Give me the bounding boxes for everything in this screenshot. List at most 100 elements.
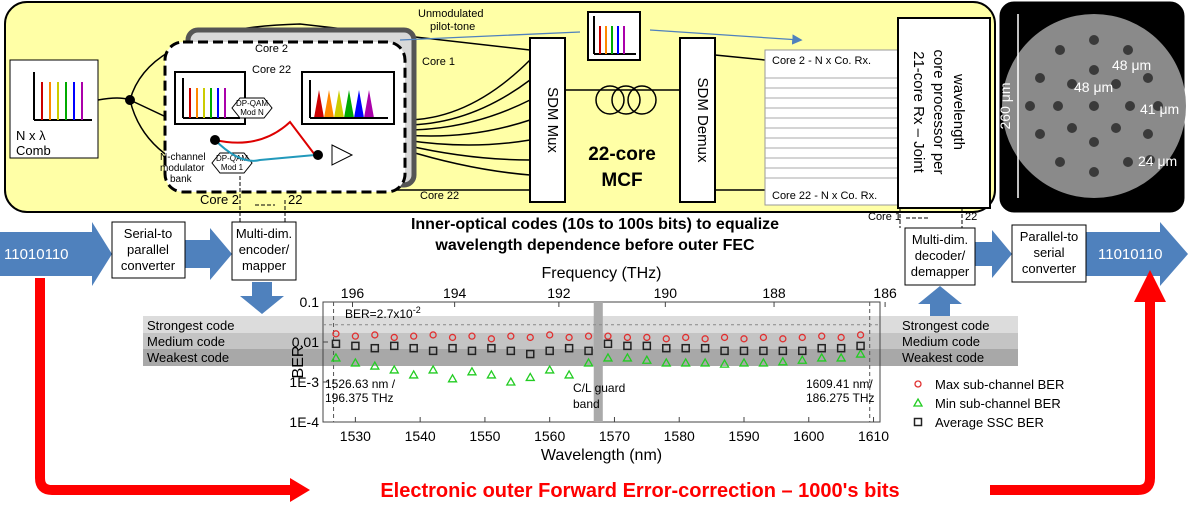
code-band-weak <box>143 349 1018 366</box>
x-tick-label: 1600 <box>793 428 824 444</box>
demux-label: SDM Demux <box>694 77 711 163</box>
edge-label: 1609.41 nm/ <box>806 377 873 391</box>
modulator-label: DP-QAM <box>236 99 268 108</box>
point <box>565 371 573 378</box>
point <box>526 373 534 380</box>
fiber-label: 24 μm <box>1138 153 1177 169</box>
mux-label: SDM Mux <box>544 87 561 153</box>
parallel-label: Parallel-to <box>1020 229 1079 244</box>
coupler <box>210 135 220 145</box>
modbank-label: modulator <box>160 163 205 174</box>
x-tick-label: 1550 <box>469 428 500 444</box>
core-label: 22 <box>965 211 977 223</box>
x-tick-label: 1570 <box>599 428 630 444</box>
guard-label: band <box>573 397 600 411</box>
core-label: Core 2 <box>255 43 288 55</box>
x-tick-label: 1610 <box>858 428 889 444</box>
comb-label: Comb <box>16 143 51 158</box>
x2-tick-label: 188 <box>762 285 786 301</box>
code-label: Medium code <box>902 334 980 349</box>
core-label: Core 22 <box>252 64 291 76</box>
point <box>390 366 398 373</box>
threshold-text: BER=2.7x10 <box>345 307 413 321</box>
x-tick-label: 1530 <box>340 428 371 444</box>
coupler <box>313 150 323 160</box>
legend-label: Min sub-channel BER <box>935 396 1061 411</box>
code-label: Weakest code <box>902 350 984 365</box>
modbank-label: bank <box>170 174 193 185</box>
serial-label: Serial-to <box>124 226 172 241</box>
inner-code-text: wavelength dependence before outer FEC <box>434 237 755 254</box>
point <box>546 366 554 373</box>
mcf-label: MCF <box>601 170 642 191</box>
x2-axis-label: Frequency (THz) <box>541 265 661 282</box>
code-label: Medium code <box>147 334 225 349</box>
legend-label: Max sub-channel BER <box>935 377 1064 392</box>
core-label: Core 22 <box>420 190 459 202</box>
core-label: Core 1 <box>868 211 901 223</box>
modulator-label: Mod N <box>240 108 264 117</box>
core-label: Core 2 <box>200 192 239 207</box>
decoder-label: decoder/ <box>915 248 966 263</box>
x2-tick-label: 192 <box>547 285 571 301</box>
receiver-label: Core 2 - N x Co. Rx. <box>772 55 871 67</box>
encoder-label: Multi-dim. <box>236 226 292 241</box>
fec-arrowhead <box>290 478 310 502</box>
edge-label: 1526.63 nm / <box>325 377 396 391</box>
x2-tick-label: 190 <box>654 285 678 301</box>
point <box>914 399 922 406</box>
y-tick-label: 0.1 <box>300 294 320 310</box>
core-label: 22 <box>288 192 302 207</box>
encoder-label: mapper <box>242 258 287 273</box>
code-band-medium <box>143 333 1018 349</box>
point <box>429 366 437 373</box>
x2-tick-label: 186 <box>873 285 897 301</box>
bit-string: 11010110 <box>1098 246 1163 263</box>
receiver-label: Core 22 - N x Co. Rx. <box>772 190 877 202</box>
x-tick-label: 1590 <box>728 428 759 444</box>
point <box>468 368 476 375</box>
core-label: Core 1 <box>422 56 455 68</box>
legend-label: Average SSC BER <box>935 415 1044 430</box>
code-label: Strongest code <box>147 318 234 333</box>
fiber-label: 260 μm <box>997 83 1013 130</box>
fiber-label: 48 μm <box>1074 79 1113 95</box>
x-axis-label: Wavelength (nm) <box>541 447 662 464</box>
threshold-exponent: -2 <box>413 305 421 315</box>
bit-string: 11010110 <box>4 246 69 263</box>
point <box>915 381 921 387</box>
splitter <box>125 95 135 105</box>
serial-label: converter <box>121 258 176 273</box>
page: 260 μm 48 μm 48 μm 41 μm 24 μm N x λ Com… <box>0 0 1188 504</box>
fiber-label: 48 μm <box>1112 57 1151 73</box>
code-band-strong <box>143 316 1018 333</box>
processor-label: core processor per <box>930 49 947 174</box>
decoder-label: Multi-dim. <box>912 232 968 247</box>
code-label: Weakest code <box>147 350 229 365</box>
decoder-label: demapper <box>911 264 970 279</box>
x-tick-label: 1540 <box>405 428 436 444</box>
x2-tick-label: 194 <box>443 285 467 301</box>
modulator-label: Mod 1 <box>221 163 244 172</box>
outer-fec-text: Electronic outer Forward Error-correctio… <box>380 480 899 502</box>
inner-code-text: Inner-optical codes (10s to 100s bits) t… <box>411 216 779 233</box>
encoder-label: encoder/ <box>239 242 290 257</box>
y-axis-label: BER <box>290 346 307 379</box>
code-label: Strongest code <box>902 318 989 333</box>
parallel-label: converter <box>1022 261 1077 276</box>
comb-label: N x λ <box>16 128 46 143</box>
processor-label: wavelength <box>950 73 967 150</box>
guard-label: C/L guard <box>573 381 625 395</box>
x-tick-label: 1560 <box>534 428 565 444</box>
point <box>410 371 418 378</box>
modbank-label: N-channel <box>160 152 206 163</box>
point <box>449 375 457 382</box>
serial-label: parallel <box>127 242 169 257</box>
processor-label: 21-core Rx – Joint <box>910 51 927 174</box>
parallel-label: serial <box>1033 245 1064 260</box>
pilot-spectrum-box <box>588 12 640 60</box>
x2-tick-label: 196 <box>341 285 365 301</box>
threshold-label: BER=2.7x10-2 <box>345 305 421 321</box>
x-tick-label: 1580 <box>664 428 695 444</box>
edge-label: 196.375 THz <box>325 391 394 405</box>
